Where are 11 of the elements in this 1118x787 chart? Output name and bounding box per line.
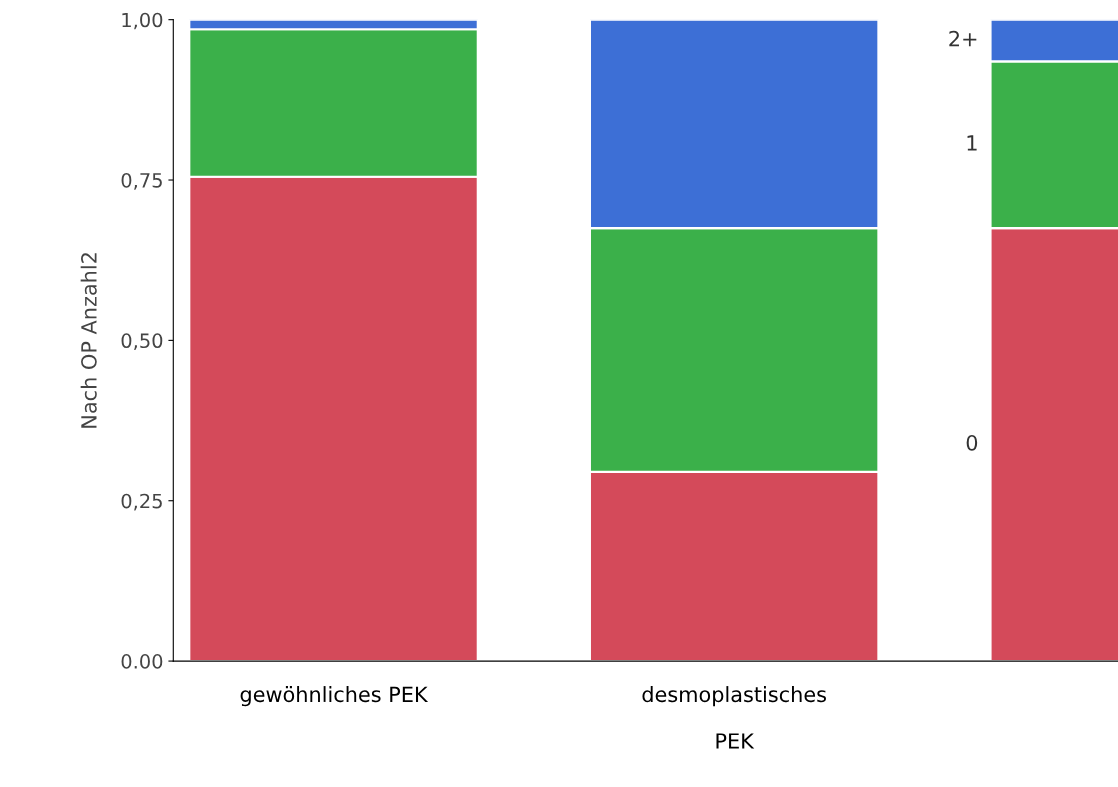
y-tick-label: 1,00 — [122, 12, 163, 30]
series-label: 0 — [966, 434, 978, 451]
y-axis-title: Nach OP Anzahl2 — [80, 253, 97, 428]
x-tick-label: gewöhnliches PEK — [240, 686, 429, 707]
y-tick-label: 0,25 — [121, 493, 162, 511]
y-tick-label: 0,50 — [121, 333, 163, 351]
y-tick-label: 0,75 — [121, 172, 162, 190]
series-label: 2+ — [949, 30, 977, 47]
category-label: desmoplastisches PEK — [642, 686, 826, 749]
series-label: 1 — [967, 135, 977, 151]
y-tick-label: 0.00 — [121, 654, 163, 669]
